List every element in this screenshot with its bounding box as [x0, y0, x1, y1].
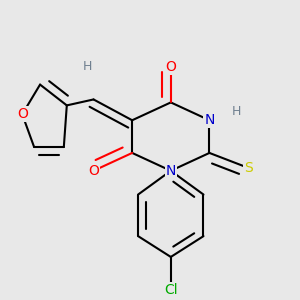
Text: N: N	[166, 164, 176, 178]
Text: O: O	[88, 164, 99, 178]
Text: N: N	[204, 113, 214, 127]
Text: O: O	[165, 60, 176, 74]
Text: Cl: Cl	[164, 283, 178, 297]
Text: S: S	[244, 161, 252, 175]
Text: H: H	[232, 105, 241, 118]
Text: H: H	[83, 60, 92, 73]
Text: O: O	[17, 107, 28, 121]
